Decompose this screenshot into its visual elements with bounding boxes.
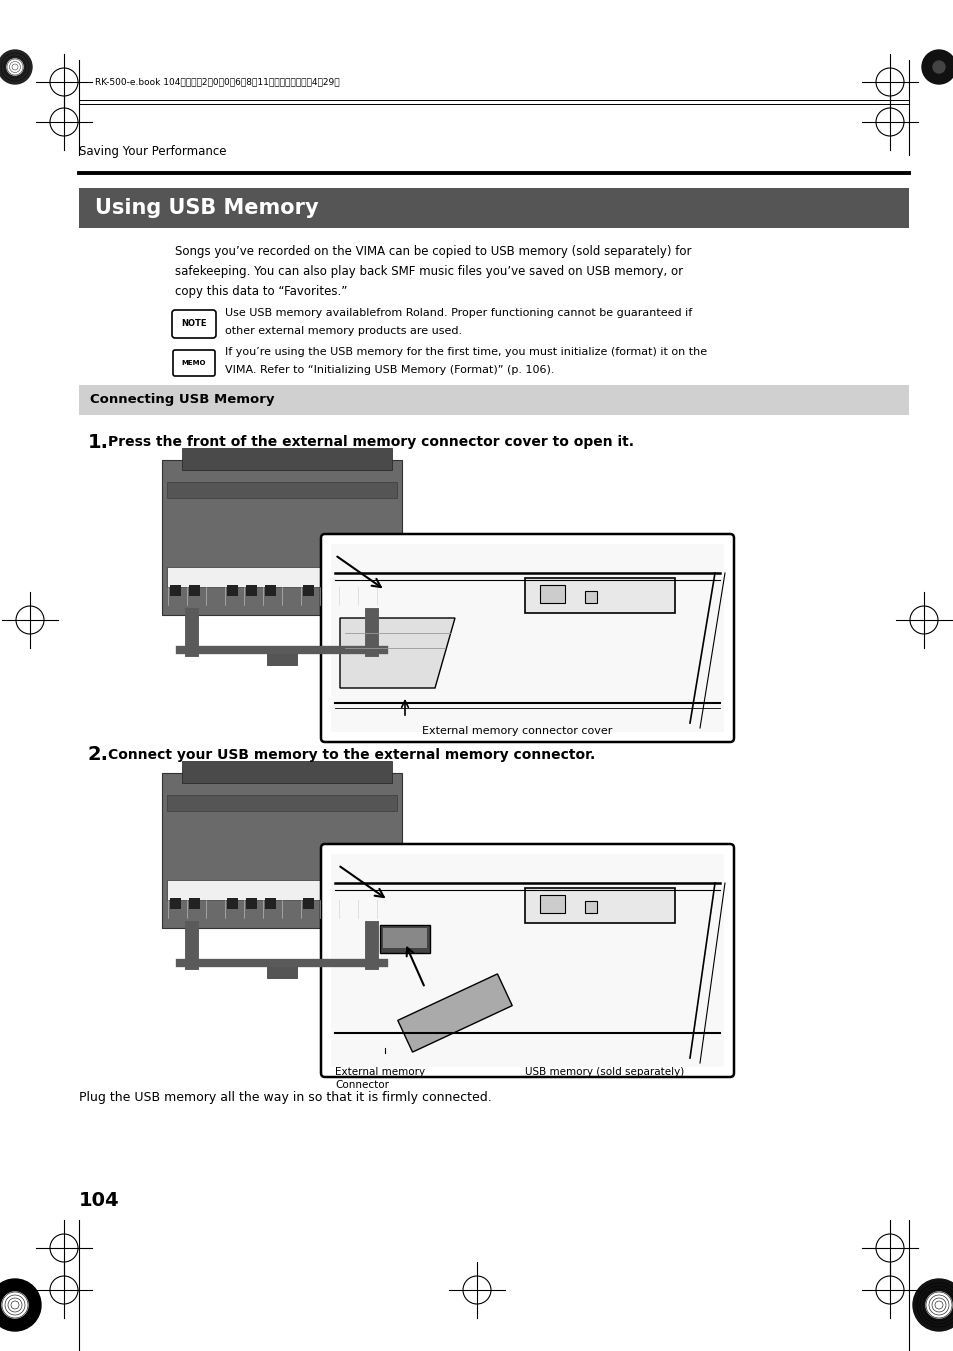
Text: Plug the USB memory all the way in so that it is firmly connected.: Plug the USB memory all the way in so th… [79, 1092, 491, 1105]
Bar [227, 898, 237, 909]
Bar [359, 898, 371, 909]
Text: copy this data to “Favorites.”: copy this data to “Favorites.” [174, 285, 347, 299]
Text: Connecting USB Memory: Connecting USB Memory [90, 393, 274, 407]
Bar [182, 761, 392, 784]
FancyBboxPatch shape [320, 844, 733, 1077]
Circle shape [912, 1279, 953, 1331]
Circle shape [7, 59, 23, 76]
Circle shape [0, 1279, 41, 1331]
Bar [539, 894, 564, 913]
Bar [382, 928, 427, 948]
Bar [167, 880, 396, 900]
Bar [170, 898, 181, 909]
Bar [524, 578, 675, 613]
Text: If you’re using the USB memory for the first time, you must initialize (format) : If you’re using the USB memory for the f… [225, 347, 706, 357]
Bar [524, 888, 675, 923]
Text: External memory
Connector: External memory Connector [335, 1067, 425, 1090]
Text: MEMO: MEMO [182, 359, 206, 366]
Text: 104: 104 [79, 1190, 119, 1209]
Text: USB memory (sold separately): USB memory (sold separately) [524, 1067, 683, 1077]
Text: 1.: 1. [88, 432, 109, 451]
Text: other external memory products are used.: other external memory products are used. [225, 326, 461, 336]
Text: Songs you’ve recorded on the VIMA can be copied to USB memory (sold separately) : Songs you’ve recorded on the VIMA can be… [174, 246, 691, 258]
Text: safekeeping. You can also play back SMF music files you’ve saved on USB memory, : safekeeping. You can also play back SMF … [174, 266, 682, 278]
Bar [265, 898, 275, 909]
Bar [246, 898, 256, 909]
Bar [331, 854, 723, 1067]
Bar [189, 585, 200, 596]
Text: External memory connector cover: External memory connector cover [421, 725, 612, 736]
FancyBboxPatch shape [172, 350, 214, 376]
Text: Connect your USB memory to the external memory connector.: Connect your USB memory to the external … [108, 748, 595, 762]
Text: Press the front of the external memory connector cover to open it.: Press the front of the external memory c… [108, 435, 634, 449]
Circle shape [925, 1292, 951, 1319]
Bar [167, 482, 396, 499]
Bar [265, 585, 275, 596]
Bar [539, 585, 564, 603]
Bar [584, 590, 597, 603]
Text: VIMA. Refer to “Initializing USB Memory (Format)” (p. 106).: VIMA. Refer to “Initializing USB Memory … [225, 365, 554, 376]
Bar [303, 585, 314, 596]
Bar [267, 963, 296, 978]
Bar [189, 898, 200, 909]
Bar [227, 585, 237, 596]
Bar [379, 925, 430, 952]
Bar [303, 898, 314, 909]
Bar [162, 459, 401, 615]
Bar [167, 567, 396, 586]
Bar [322, 898, 333, 909]
Bar [378, 585, 390, 596]
Bar [162, 773, 401, 928]
Text: RK-500-e.book 104ページ　2〰0〰0〰6年8月11日　金曜日　午後4時29分: RK-500-e.book 104ページ 2〰0〰0〰6年8月11日 金曜日 午… [95, 77, 339, 86]
FancyBboxPatch shape [172, 309, 215, 338]
Bar [359, 585, 371, 596]
Text: Using USB Memory: Using USB Memory [95, 199, 318, 218]
Bar [267, 650, 296, 665]
Circle shape [932, 61, 944, 73]
Bar [378, 898, 390, 909]
Bar [167, 794, 396, 811]
Polygon shape [397, 974, 512, 1052]
Bar [331, 544, 723, 732]
Text: 2.: 2. [88, 746, 109, 765]
Bar [79, 385, 908, 415]
Circle shape [921, 50, 953, 84]
Bar [246, 585, 256, 596]
FancyBboxPatch shape [320, 534, 733, 742]
Bar [182, 449, 392, 470]
Bar [584, 901, 597, 913]
Circle shape [2, 1292, 28, 1319]
Text: NOTE: NOTE [181, 319, 207, 328]
Text: Use USB memory availablefrom Roland. Proper functioning cannot be guaranteed if: Use USB memory availablefrom Roland. Pro… [225, 308, 692, 317]
Circle shape [0, 50, 32, 84]
Bar [79, 188, 908, 228]
Polygon shape [339, 617, 455, 688]
Text: Saving Your Performance: Saving Your Performance [79, 145, 226, 158]
Bar [322, 585, 333, 596]
Bar [170, 585, 181, 596]
